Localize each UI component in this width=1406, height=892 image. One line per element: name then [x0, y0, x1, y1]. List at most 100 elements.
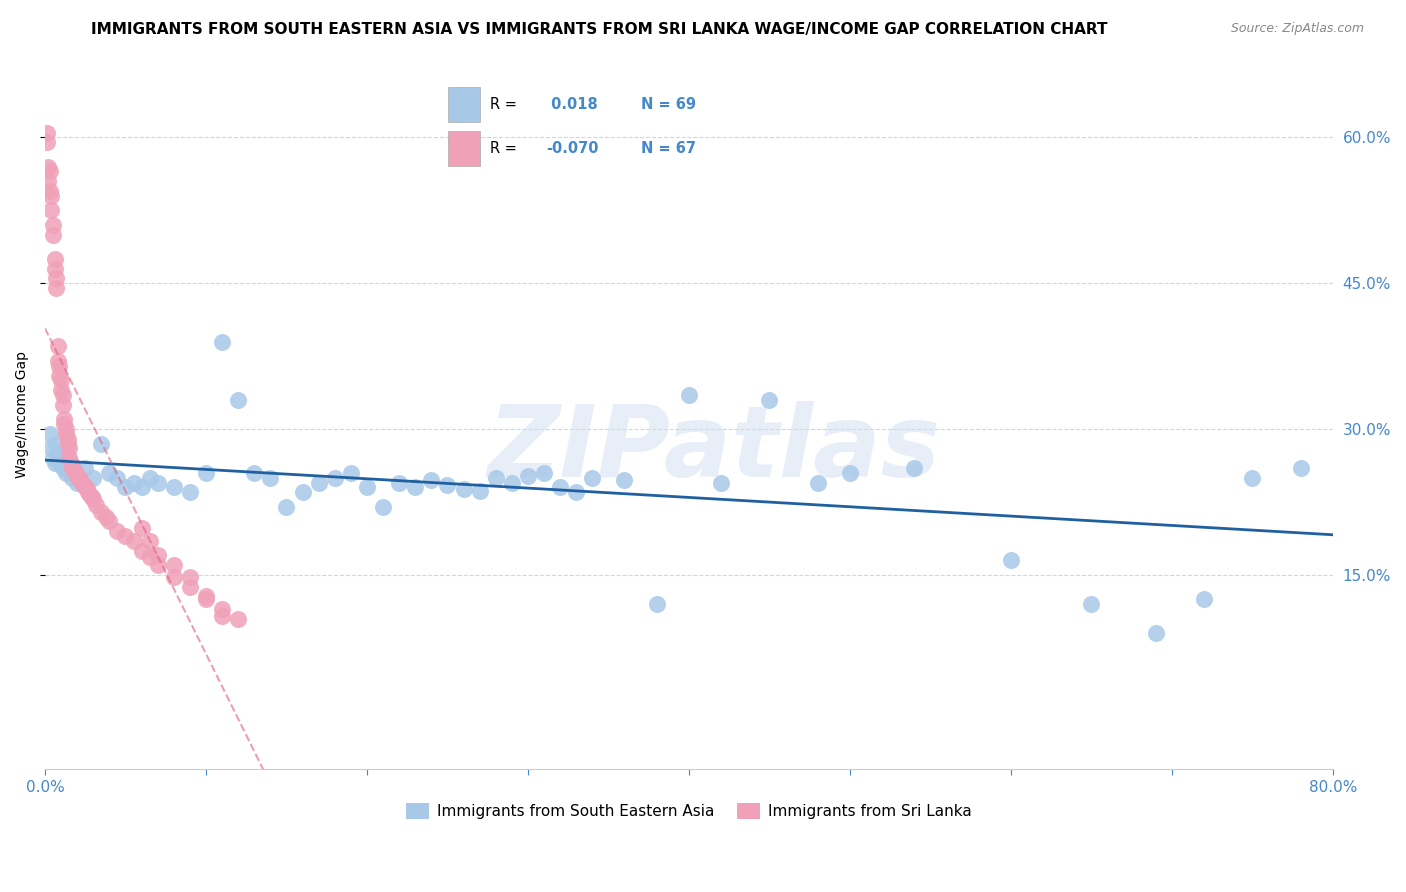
Point — [678, 388, 700, 402]
Point — [49, 383, 72, 397]
Point — [485, 470, 508, 484]
Point — [46, 354, 69, 368]
Point — [45, 271, 67, 285]
Point — [645, 597, 668, 611]
Text: IMMIGRANTS FROM SOUTH EASTERN ASIA VS IMMIGRANTS FROM SRI LANKA WAGE/INCOME GAP : IMMIGRANTS FROM SOUTH EASTERN ASIA VS IM… — [91, 22, 1108, 37]
Point — [436, 478, 458, 492]
Point — [58, 451, 80, 466]
Point — [501, 475, 523, 490]
Point — [211, 334, 233, 349]
Point — [356, 480, 378, 494]
Point — [58, 442, 80, 456]
Point — [86, 498, 108, 512]
Point — [72, 478, 94, 492]
Point — [66, 475, 89, 490]
Point — [42, 451, 65, 466]
Point — [65, 466, 87, 480]
Point — [1289, 461, 1312, 475]
Point — [131, 480, 153, 494]
Point — [56, 451, 79, 466]
Point — [581, 470, 603, 484]
Point — [46, 339, 69, 353]
Point — [79, 488, 101, 502]
Point — [94, 509, 117, 524]
Point — [58, 461, 80, 475]
Point — [67, 470, 90, 484]
Point — [613, 473, 636, 487]
Point — [37, 174, 59, 188]
Point — [114, 480, 136, 494]
Point — [37, 160, 59, 174]
Point — [146, 549, 169, 563]
Point — [122, 533, 145, 548]
Point — [55, 422, 77, 436]
Point — [138, 470, 160, 484]
Point — [1144, 626, 1167, 640]
Point — [63, 463, 86, 477]
Point — [516, 468, 538, 483]
Point — [276, 500, 298, 514]
Point — [49, 446, 72, 460]
Point — [41, 188, 63, 202]
Point — [114, 529, 136, 543]
Point — [66, 468, 89, 483]
Point — [48, 368, 70, 383]
Point — [131, 521, 153, 535]
Point — [98, 466, 121, 480]
Point — [38, 164, 60, 178]
Point — [56, 432, 79, 446]
Point — [179, 570, 201, 584]
Point — [46, 451, 69, 466]
Point — [38, 426, 60, 441]
Point — [243, 466, 266, 480]
Point — [388, 475, 411, 490]
Point — [453, 483, 475, 497]
Point — [838, 466, 860, 480]
Point — [163, 480, 186, 494]
Point — [1192, 592, 1215, 607]
Point — [323, 470, 346, 484]
Point — [259, 470, 281, 484]
Point — [291, 485, 314, 500]
Point — [211, 608, 233, 623]
Point — [179, 580, 201, 594]
Text: ZIPatlas: ZIPatlas — [488, 401, 941, 499]
Point — [41, 442, 63, 456]
Point — [35, 135, 58, 149]
Point — [82, 470, 104, 484]
Point — [44, 252, 66, 266]
Point — [468, 484, 491, 499]
Point — [758, 392, 780, 407]
Point — [35, 126, 58, 140]
Point — [138, 550, 160, 565]
Point — [226, 612, 249, 626]
Point — [548, 480, 571, 494]
Point — [55, 426, 77, 441]
Point — [38, 184, 60, 198]
Point — [807, 475, 830, 490]
Point — [80, 490, 103, 504]
Point — [98, 515, 121, 529]
Point — [533, 466, 555, 480]
Point — [56, 436, 79, 450]
Point — [45, 281, 67, 295]
Point — [63, 461, 86, 475]
Point — [1241, 470, 1264, 484]
Point — [75, 480, 97, 494]
Point — [340, 466, 363, 480]
Point — [710, 475, 733, 490]
Point — [45, 436, 67, 450]
Point — [59, 456, 82, 470]
Point — [404, 480, 426, 494]
Legend: Immigrants from South Eastern Asia, Immigrants from Sri Lanka: Immigrants from South Eastern Asia, Immi… — [401, 797, 977, 825]
Point — [60, 461, 83, 475]
Point — [194, 592, 217, 607]
Point — [42, 227, 65, 242]
Point — [82, 491, 104, 506]
Point — [122, 475, 145, 490]
Point — [146, 558, 169, 573]
Point — [60, 470, 83, 484]
Point — [77, 485, 100, 500]
Point — [59, 466, 82, 480]
Point — [75, 461, 97, 475]
